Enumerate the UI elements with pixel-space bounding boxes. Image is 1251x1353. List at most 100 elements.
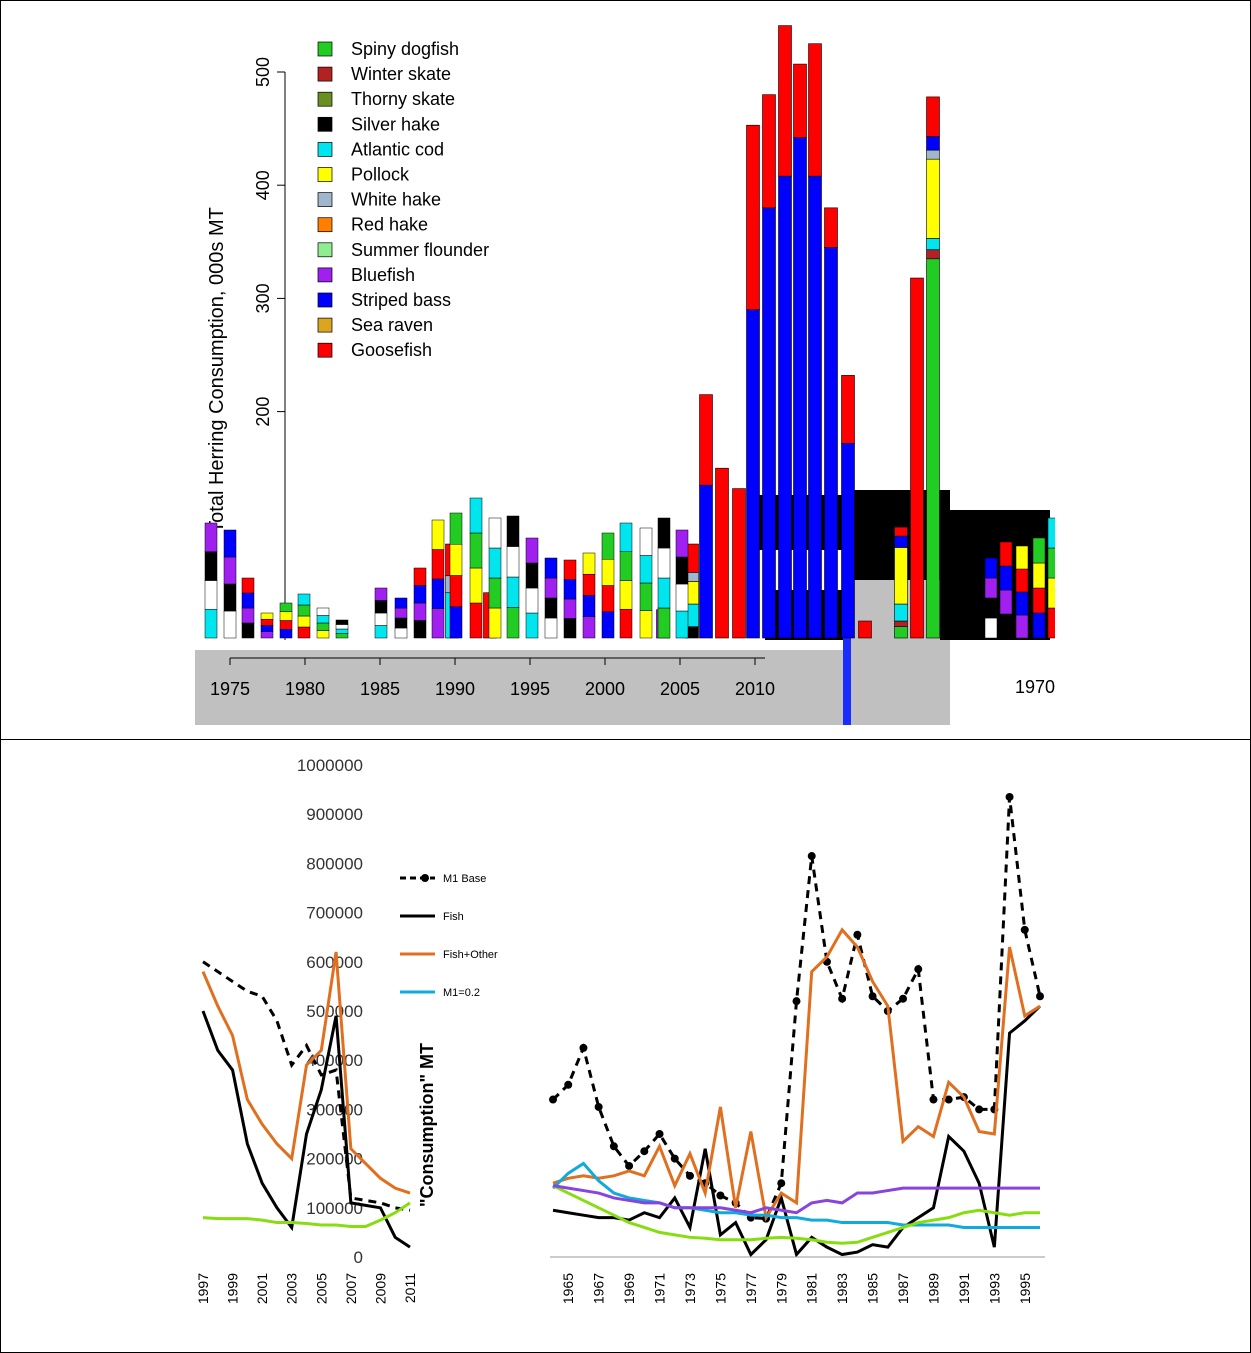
- bar-segment: [926, 238, 940, 251]
- bar-segment: [926, 158, 940, 239]
- x-tick-label: 1980: [285, 679, 325, 699]
- legend: Spiny dogfish Winter skate Thorny skate Sil…: [317, 39, 489, 360]
- bar-segment: [297, 626, 311, 639]
- bar-segment: [1047, 517, 1055, 549]
- series-marker: [792, 997, 801, 1006]
- bar-segment: [563, 579, 577, 600]
- bar-segment: [858, 620, 872, 639]
- bar-segment: [469, 602, 483, 639]
- x-tick-label: 1970: [1015, 677, 1055, 697]
- bar-segment: [1047, 547, 1055, 579]
- bar-segment: [449, 512, 463, 545]
- bar-segment: [260, 619, 274, 626]
- bar-segment: [894, 526, 908, 537]
- bar-segment: [1032, 537, 1046, 564]
- herring-consumption-bar-chart: 200 300 400 500 Total Herring Consumption, …: [195, 10, 1055, 725]
- bar-segment: [506, 576, 520, 608]
- bar-segment: [297, 593, 311, 606]
- series-line: [551, 1161, 1040, 1229]
- x-tick-label: 2009: [372, 1273, 388, 1304]
- series-marker: [670, 1154, 679, 1163]
- bar-segment: [824, 247, 838, 639]
- bar-segment: [894, 547, 908, 605]
- y-tick-label: 400: [253, 170, 273, 200]
- series-line: [552, 1184, 1040, 1215]
- series-marker: [899, 994, 908, 1003]
- x-tick-label: 2003: [284, 1273, 300, 1304]
- bar-segment: [841, 375, 855, 444]
- bar-segment: [746, 309, 760, 639]
- bar-segment: [793, 137, 807, 639]
- legend-swatch: [317, 342, 333, 358]
- bar-segment: [506, 546, 520, 578]
- bar-segment: [639, 555, 653, 584]
- bar-segment: [394, 607, 408, 619]
- bar-segment: [582, 574, 596, 596]
- bar-segment: [204, 551, 218, 581]
- x-tick-label: 1977: [743, 1273, 759, 1304]
- series-marker: [975, 1105, 984, 1114]
- y-tick-group: 200 300 400 500: [253, 57, 285, 427]
- bar-segment: [394, 617, 408, 629]
- series-marker: [655, 1130, 664, 1138]
- bar-segment: [297, 615, 311, 628]
- bar-segment: [894, 603, 908, 622]
- bar-segment: [413, 585, 427, 604]
- bar-segment: [223, 610, 237, 639]
- x-tick-label: 1975: [210, 679, 250, 699]
- y-tick-label: 200: [253, 397, 273, 427]
- series-marker: [838, 994, 847, 1003]
- bar-segment: [469, 567, 483, 604]
- bar-segment: [488, 547, 502, 579]
- series-marker: [716, 1191, 725, 1200]
- bar-segment: [544, 577, 558, 599]
- bar-segment: [449, 575, 463, 607]
- legend-swatch: [317, 292, 333, 308]
- bar-segment: [374, 612, 388, 626]
- bar-segment: [999, 565, 1013, 591]
- x-tick-label: 1985: [865, 1273, 881, 1304]
- y-tick-label: 400000: [306, 1051, 363, 1070]
- bar-segment: [297, 604, 311, 617]
- legend-label: Pollock: [351, 165, 410, 185]
- legend-swatch: [317, 142, 333, 157]
- legend-label: Red hake: [351, 215, 428, 235]
- bar-segment: [999, 541, 1013, 567]
- legend-label: Spiny dogfish: [351, 39, 459, 59]
- x-tick-label: 1975: [712, 1273, 728, 1304]
- bar-segment: [413, 620, 427, 639]
- x-tick-label: 1999: [225, 1273, 241, 1304]
- y-tick-label: 100000: [306, 1199, 363, 1218]
- series-marker: [564, 1080, 573, 1089]
- y-tick-label: 1000000: [297, 756, 363, 775]
- bar-segment: [746, 124, 760, 311]
- bar-segment: [563, 618, 577, 639]
- legend-label: Fish: [443, 911, 464, 923]
- legend-swatch: [317, 242, 333, 258]
- y-axis-label: Total Herring Consumption, 000s MT: [206, 207, 228, 533]
- bar-segment: [394, 597, 408, 609]
- bar-segment: [582, 595, 596, 617]
- bar-segment: [1032, 562, 1046, 589]
- legend: M1 Base Fish Fish+Other M1=0.2: [400, 873, 498, 999]
- series-line: [202, 960, 411, 1212]
- bar-segment: [1015, 568, 1029, 593]
- series-marker: [868, 992, 877, 1001]
- bar-segment: [335, 633, 349, 639]
- bar-segment: [335, 624, 349, 630]
- bar-segment: [525, 562, 539, 589]
- panel-divider: [0, 739, 1251, 740]
- bar-segment: [431, 519, 445, 550]
- bar-segment: [506, 515, 520, 547]
- legend-swatch: [317, 317, 333, 333]
- bar-segment: [525, 537, 539, 564]
- bar-segment: [984, 557, 998, 579]
- bar-segment: [1015, 591, 1029, 616]
- legend-swatch: [317, 66, 333, 82]
- bar-segment: [762, 207, 776, 639]
- series-marker: [625, 1161, 634, 1170]
- bar-segment: [413, 567, 427, 586]
- x-tick-label: 1989: [925, 1273, 941, 1304]
- series-marker: [1005, 792, 1014, 801]
- x-tick-label: 1965: [560, 1273, 576, 1304]
